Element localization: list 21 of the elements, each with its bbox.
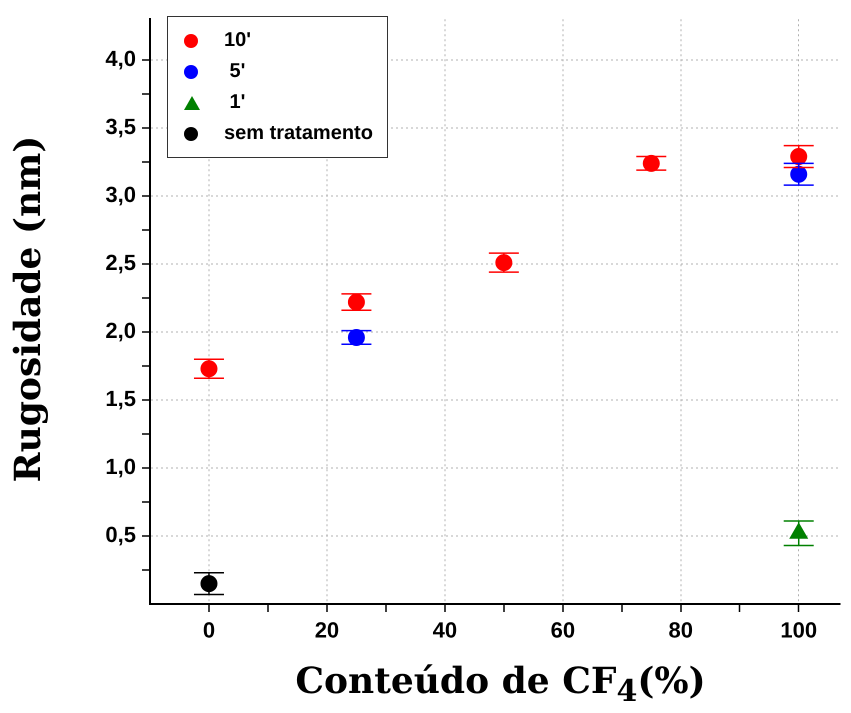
y-tick-label: 2,5: [105, 250, 136, 276]
x-tick-label: 40: [432, 617, 458, 642]
y-tick-label: 1,5: [105, 386, 136, 412]
y-tick-label: 3,5: [105, 114, 136, 140]
y-tick-label: 2,0: [105, 318, 136, 344]
y-tick-label: 0,5: [105, 522, 136, 548]
x-tick-label: 0: [202, 617, 216, 642]
legend-label: 1': [228, 91, 246, 114]
x-axis-title: Conteúdo de CF$_{4}$(%): [294, 660, 707, 710]
y-tick-label: 1,0: [105, 454, 136, 480]
y-axis-title: Rugosidade (nm): [7, 136, 49, 482]
legend-label: 10': [224, 29, 252, 52]
x-tick-label: 80: [668, 617, 694, 642]
legend-label: sem tratamento: [224, 122, 373, 145]
y-tick-label: 4,0: [105, 46, 136, 72]
x-tick-label: 100: [780, 617, 818, 642]
x-tick-label: 20: [314, 617, 340, 642]
y-tick-label: 3,0: [105, 182, 136, 208]
point: [200, 575, 218, 592]
legend-label: 5': [228, 60, 246, 83]
x-tick-label: 60: [550, 617, 576, 642]
